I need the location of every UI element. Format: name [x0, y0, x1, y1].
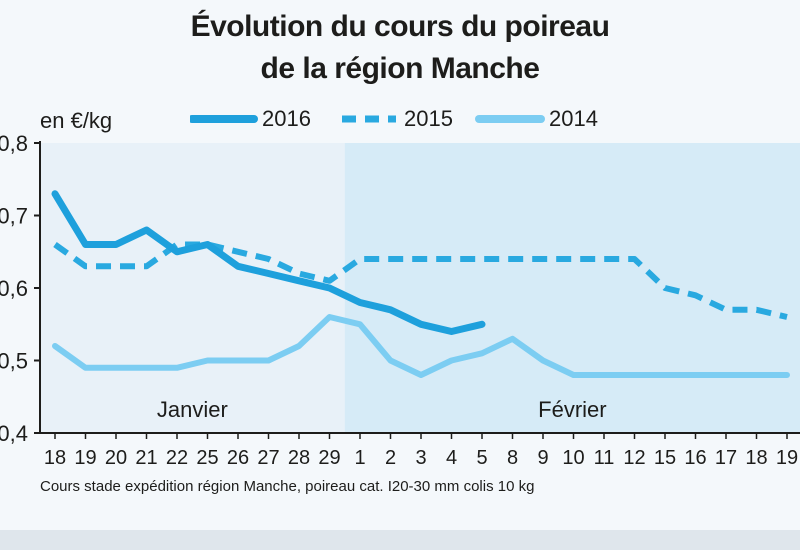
y-tick-label-0: 0,8 [0, 131, 28, 156]
legend-swatch-2014 [475, 115, 545, 123]
chart-subtitle: de la région Manche [260, 52, 540, 85]
period-band-0 [40, 143, 345, 433]
x-tick-label-15: 8 [507, 447, 518, 469]
legend-label-2015: 2015 [404, 106, 453, 131]
chart-footnote: Cours stade expédition région Manche, po… [40, 478, 535, 495]
x-tick-label-3: 21 [135, 447, 157, 469]
x-tick-label-24: 19 [776, 447, 798, 469]
x-tick-label-7: 27 [257, 447, 279, 469]
x-tick-label-2: 20 [105, 447, 127, 469]
x-tick-label-5: 25 [196, 447, 218, 469]
legend-item-2016: 2016 [190, 104, 330, 134]
x-tick-label-4: 22 [166, 447, 188, 469]
legend-item-2015: 2015 [340, 104, 470, 134]
chart-card: Évolution du cours du poireau de la régi… [0, 0, 800, 530]
x-tick-label-14: 5 [476, 447, 487, 469]
legend-swatch-2015 [342, 115, 396, 123]
x-tick-label-10: 1 [354, 447, 365, 469]
x-tick-label-8: 28 [288, 447, 310, 469]
x-tick-label-22: 17 [715, 447, 737, 469]
y-tick-label-2: 0,6 [0, 276, 28, 301]
y-tick-label-4: 0,4 [0, 421, 28, 446]
series-line-2016 [51, 190, 486, 335]
x-tick-label-12: 3 [415, 447, 426, 469]
y-tick-label-3: 0,5 [0, 349, 28, 374]
x-tick-label-0: 18 [44, 447, 66, 469]
x-tick-label-21: 16 [684, 447, 706, 469]
x-tick-label-19: 12 [623, 447, 645, 469]
legend-item-2014: 2014 [475, 104, 615, 134]
period-band-1 [344, 143, 800, 433]
x-tick-label-11: 2 [385, 447, 396, 469]
x-tick-label-13: 4 [446, 447, 457, 469]
x-tick-label-6: 26 [227, 447, 249, 469]
x-tick-label-23: 18 [745, 447, 767, 469]
series-line-2015 [53, 241, 788, 320]
legend-label-2014: 2014 [549, 106, 598, 131]
y-axis-unit-label: en €/kg [40, 108, 113, 133]
legend-label-2016: 2016 [262, 106, 311, 131]
chart-title: Évolution du cours du poireau [190, 10, 610, 43]
period-label-1: Février [538, 397, 606, 422]
x-tick-label-16: 9 [537, 447, 548, 469]
x-tick-label-9: 29 [318, 447, 340, 469]
x-tick-label-20: 15 [654, 447, 676, 469]
x-tick-label-18: 11 [594, 447, 615, 469]
legend-swatch-2016 [190, 115, 258, 123]
x-tick-label-17: 10 [562, 447, 584, 469]
x-tick-label-1: 19 [74, 447, 96, 469]
series-line-2014 [52, 314, 790, 378]
period-label-0: Janvier [157, 397, 228, 422]
y-tick-label-1: 0,7 [0, 204, 28, 229]
